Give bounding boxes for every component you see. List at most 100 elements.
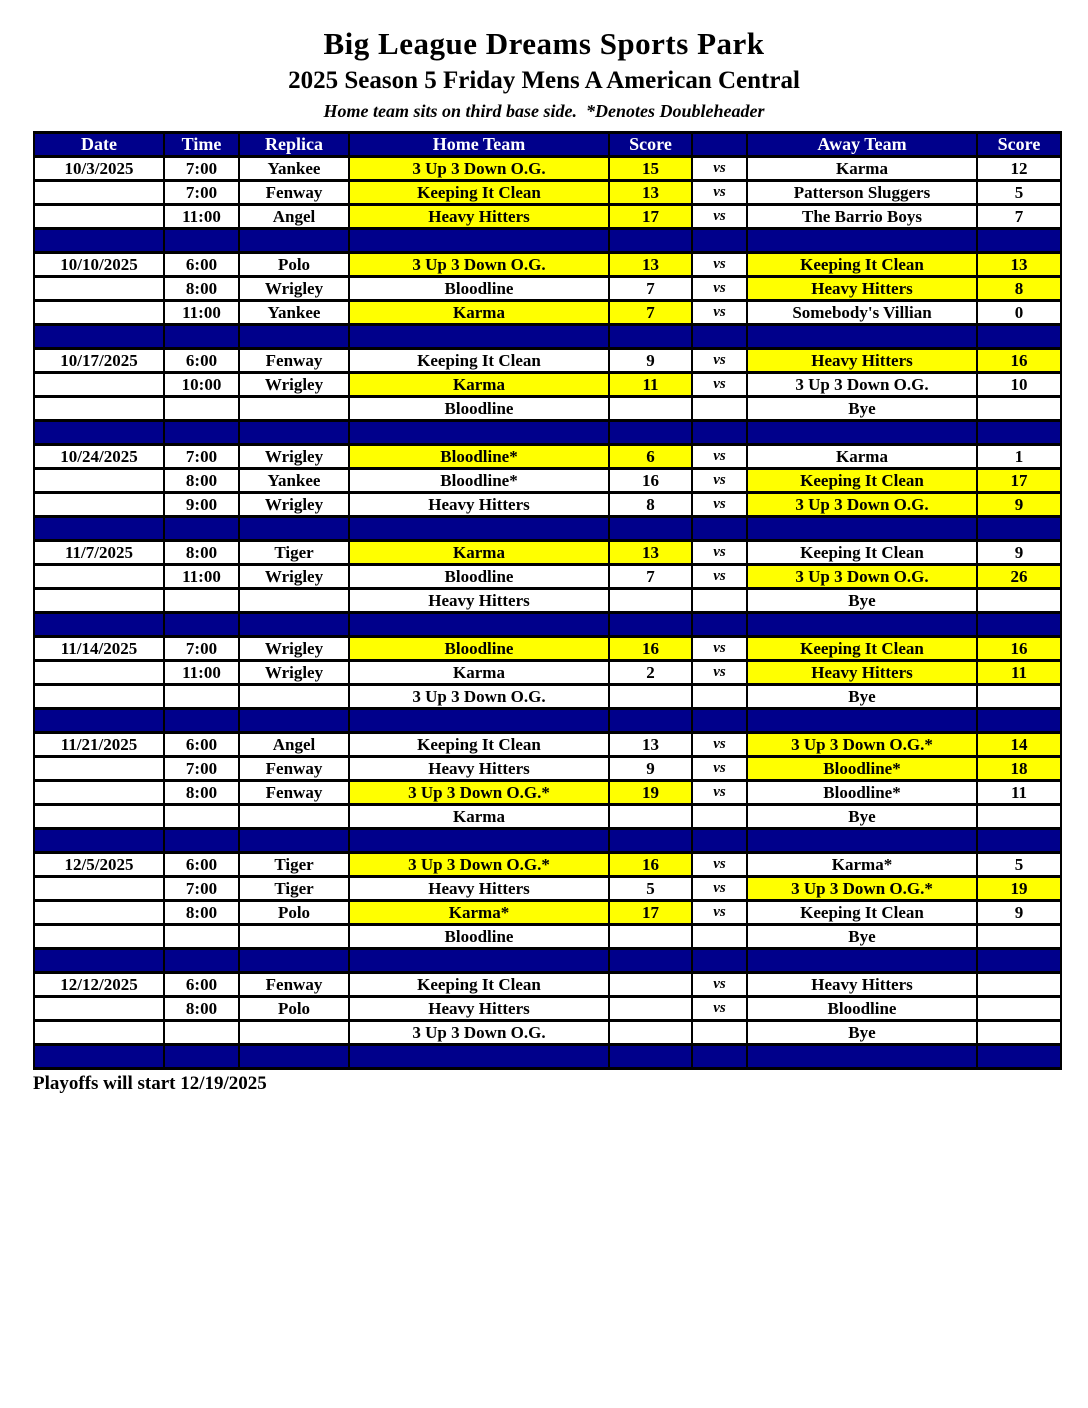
separator-cell	[348, 611, 610, 638]
separator-cell	[746, 611, 978, 638]
home-team-cell: Keeping It Clean	[348, 731, 610, 758]
time-cell: 6:00	[163, 251, 240, 278]
time-cell	[163, 1019, 240, 1046]
date-cell	[33, 1019, 165, 1046]
separator-cell	[238, 515, 350, 542]
vs-cell: vs	[691, 467, 748, 494]
separator-cell	[746, 947, 978, 974]
away-team-cell: Somebody's Villian	[746, 299, 978, 326]
away-team-cell: Keeping It Clean	[746, 251, 978, 278]
away-score-cell: 9	[976, 899, 1062, 926]
home-score-cell	[608, 683, 693, 710]
separator-cell	[976, 827, 1062, 854]
home-score-cell: 7	[608, 299, 693, 326]
date-cell	[33, 179, 165, 206]
game-row: 9:00 Wrigley Heavy Hitters 8 vs 3 Up 3 Down O…	[33, 491, 1062, 518]
col-header-away-score: Score	[976, 131, 1062, 158]
separator-cell	[348, 947, 610, 974]
separator-cell	[163, 515, 240, 542]
header-row: Date Time Replica Home Team Score Away Team Sc…	[33, 131, 1062, 158]
home-team-cell: Heavy Hitters	[348, 587, 610, 614]
replica-cell: Yankee	[238, 155, 350, 182]
game-row: 8:00 Wrigley Bloodline 7 vs Heavy Hitters 8	[33, 275, 1062, 302]
away-score-cell: 5	[976, 851, 1062, 878]
page-title: Big League Dreams Sports Park	[323, 26, 765, 61]
replica-cell	[238, 923, 350, 950]
away-team-cell: Heavy Hitters	[746, 971, 978, 998]
away-team-cell: The Barrio Boys	[746, 203, 978, 230]
game-row: 12/5/2025 6:00 Tiger 3 Up 3 Down O.G.* 16 vs K…	[33, 851, 1062, 878]
replica-cell	[238, 803, 350, 830]
date-cell	[33, 563, 165, 590]
separator-cell	[238, 707, 350, 734]
separator-cell	[238, 227, 350, 254]
home-score-cell: 13	[608, 251, 693, 278]
separator-cell	[976, 419, 1062, 446]
away-team-cell: Keeping It Clean	[746, 899, 978, 926]
separator-cell	[33, 419, 165, 446]
home-score-cell	[608, 587, 693, 614]
away-score-cell: 0	[976, 299, 1062, 326]
away-team-cell: Bye	[746, 395, 978, 422]
away-team-cell: 3 Up 3 Down O.G.	[746, 371, 978, 398]
away-team-cell: Bye	[746, 1019, 978, 1046]
date-cell	[33, 875, 165, 902]
time-cell: 8:00	[163, 467, 240, 494]
home-score-cell: 2	[608, 659, 693, 686]
vs-cell	[691, 587, 748, 614]
date-cell	[33, 923, 165, 950]
separator-cell	[691, 827, 748, 854]
away-score-cell: 9	[976, 539, 1062, 566]
time-cell	[163, 683, 240, 710]
separator-cell	[238, 419, 350, 446]
home-team-cell: 3 Up 3 Down O.G.	[348, 1019, 610, 1046]
separator-row	[33, 227, 1062, 254]
game-row: 11/21/2025 6:00 Angel Keeping It Clean 13 vs 3…	[33, 731, 1062, 758]
home-team-cell: Heavy Hitters	[348, 875, 610, 902]
home-team-cell: Heavy Hitters	[348, 491, 610, 518]
home-team-cell: Bloodline	[348, 563, 610, 590]
col-header-away-team: Away Team	[746, 131, 978, 158]
separator-cell	[976, 227, 1062, 254]
separator-cell	[608, 827, 693, 854]
date-cell: 11/14/2025	[33, 635, 165, 662]
home-team-cell: 3 Up 3 Down O.G.	[348, 683, 610, 710]
col-header-date: Date	[33, 131, 165, 158]
home-score-cell: 13	[608, 731, 693, 758]
game-row: 10/24/2025 7:00 Wrigley Bloodline* 6 vs Karma 1	[33, 443, 1062, 470]
away-score-cell	[976, 1019, 1062, 1046]
separator-cell	[691, 515, 748, 542]
separator-cell	[746, 1043, 978, 1070]
home-score-cell: 13	[608, 539, 693, 566]
away-team-cell: 3 Up 3 Down O.G.	[746, 563, 978, 590]
separator-cell	[33, 227, 165, 254]
game-row: 8:00 Polo Heavy Hitters vs Bloodline	[33, 995, 1062, 1022]
separator-cell	[608, 611, 693, 638]
league-subtitle: 2025 Season 5 Friday Mens A American Cen…	[288, 67, 800, 94]
separator-cell	[746, 419, 978, 446]
away-score-cell: 11	[976, 659, 1062, 686]
time-cell: 7:00	[163, 155, 240, 182]
game-row: 8:00 Polo Karma* 17 vs Keeping It Clean 9	[33, 899, 1062, 926]
separator-cell	[608, 323, 693, 350]
game-row: 11:00 Angel Heavy Hitters 17 vs The Barrio Bo…	[33, 203, 1062, 230]
separator-cell	[348, 707, 610, 734]
home-score-cell: 5	[608, 875, 693, 902]
replica-cell: Wrigley	[238, 275, 350, 302]
separator-cell	[348, 419, 610, 446]
home-score-cell	[608, 395, 693, 422]
date-cell	[33, 659, 165, 686]
home-team-cell: Karma	[348, 539, 610, 566]
vs-cell: vs	[691, 875, 748, 902]
vs-cell: vs	[691, 371, 748, 398]
time-cell	[163, 923, 240, 950]
home-score-cell: 7	[608, 275, 693, 302]
vs-cell	[691, 803, 748, 830]
home-score-cell: 17	[608, 899, 693, 926]
vs-cell	[691, 923, 748, 950]
game-row: Bloodline Bye	[33, 395, 1062, 422]
home-score-cell: 17	[608, 203, 693, 230]
away-score-cell: 12	[976, 155, 1062, 182]
date-cell	[33, 683, 165, 710]
